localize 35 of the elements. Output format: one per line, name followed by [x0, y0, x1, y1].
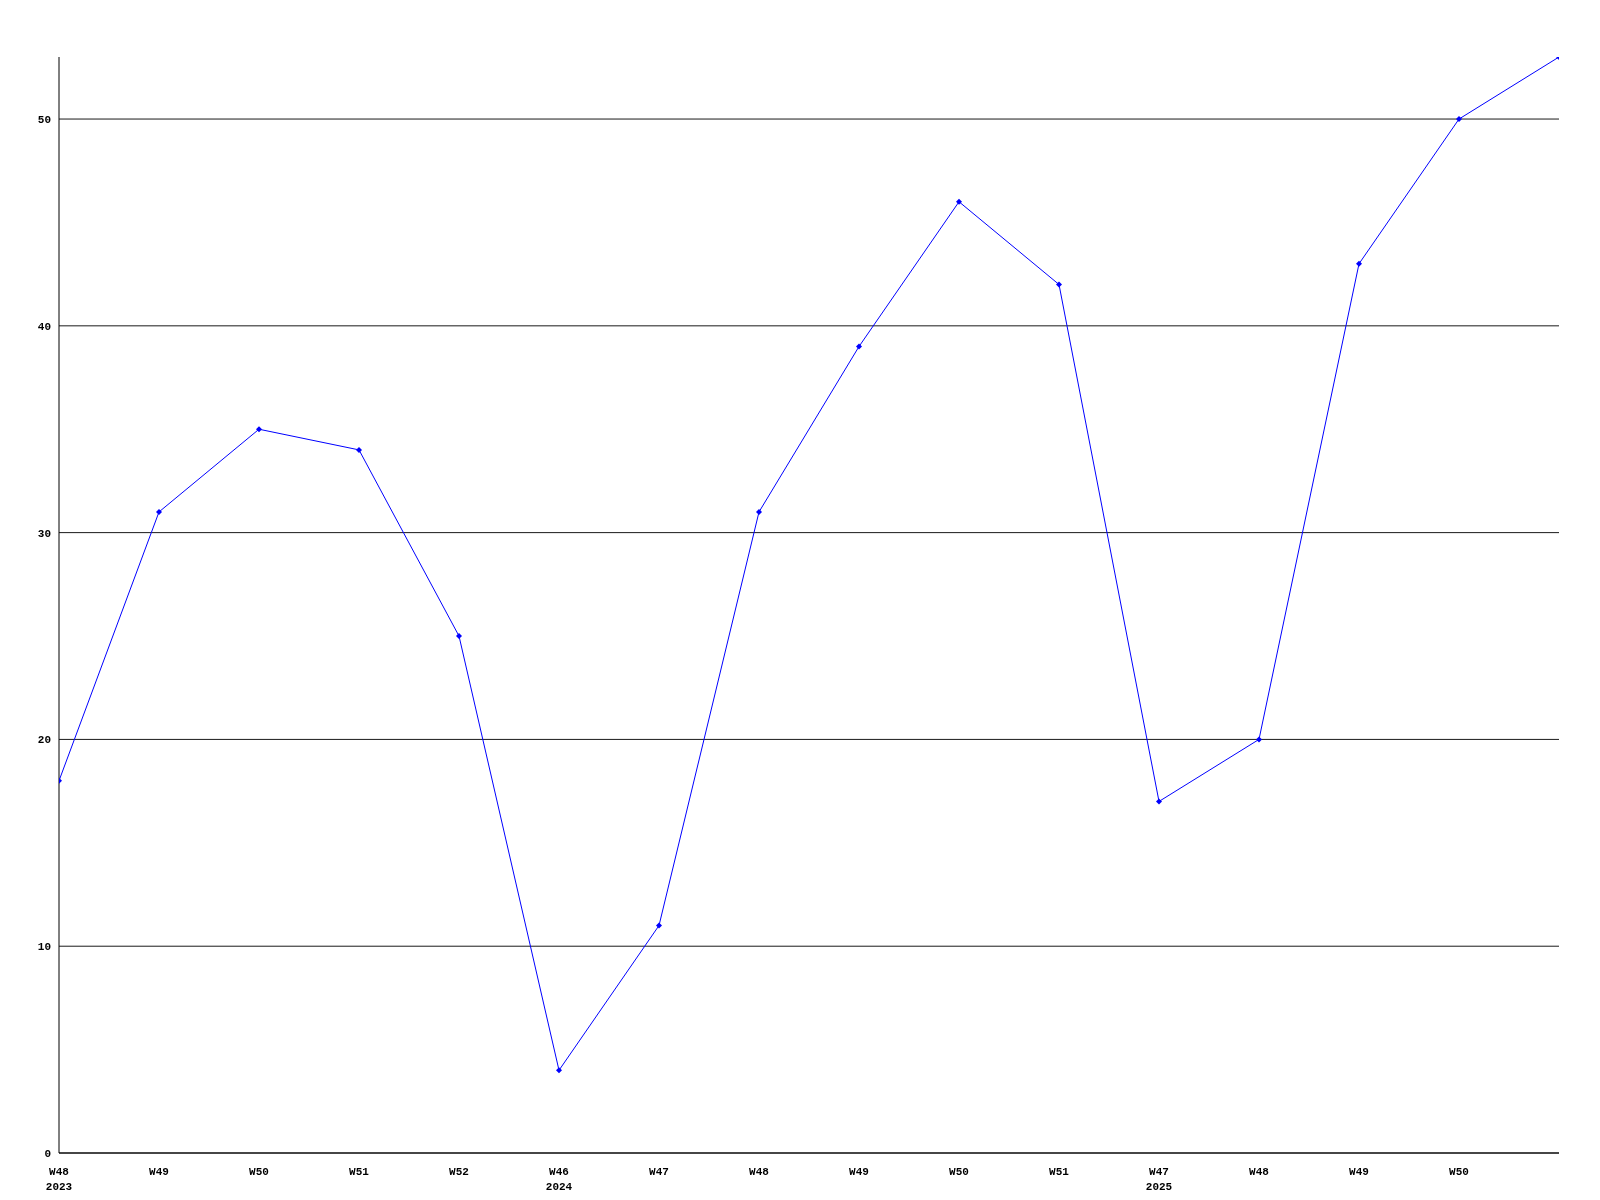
- x-tick-label: W50: [249, 1166, 269, 1178]
- y-tick-label: 50: [37, 113, 51, 126]
- x-tick-label: W52: [449, 1166, 469, 1178]
- point: [1256, 736, 1262, 743]
- point: [456, 633, 462, 640]
- x-tick-label: W51: [349, 1166, 370, 1178]
- point: [656, 922, 662, 929]
- x-tick-label: W51: [1049, 1166, 1070, 1178]
- x-tick-label: W47: [649, 1166, 669, 1178]
- y-tick-label: 30: [37, 527, 51, 540]
- point: [756, 508, 762, 515]
- y-tick-label: 20: [37, 734, 51, 747]
- x-tick-label: W50: [1449, 1166, 1469, 1178]
- x-tick-label: W46 2024: [545, 1166, 573, 1193]
- point: [256, 426, 262, 433]
- point: [1056, 281, 1062, 288]
- point: [556, 1067, 562, 1074]
- point: [356, 446, 362, 453]
- y-tick-label: 0: [44, 1147, 51, 1160]
- x-tick-label: W48 2023: [45, 1166, 73, 1193]
- x-tick-label: W49: [1349, 1166, 1369, 1178]
- x-tick-label: W48: [749, 1166, 770, 1178]
- point: [1356, 260, 1362, 267]
- point: [1156, 798, 1162, 805]
- point: [856, 343, 862, 350]
- x-tick-label: W49: [149, 1166, 169, 1178]
- x-tick-label: W47 2025: [1145, 1166, 1173, 1193]
- y-tick-label: 10: [37, 941, 51, 954]
- point: [1456, 116, 1462, 123]
- point: [156, 508, 162, 515]
- x-tick-label: W49: [849, 1166, 869, 1178]
- point: [956, 198, 962, 205]
- x-tick-label: W50: [949, 1166, 969, 1178]
- y-tick-label: 40: [37, 320, 51, 333]
- x-tick-label: W48: [1249, 1166, 1270, 1178]
